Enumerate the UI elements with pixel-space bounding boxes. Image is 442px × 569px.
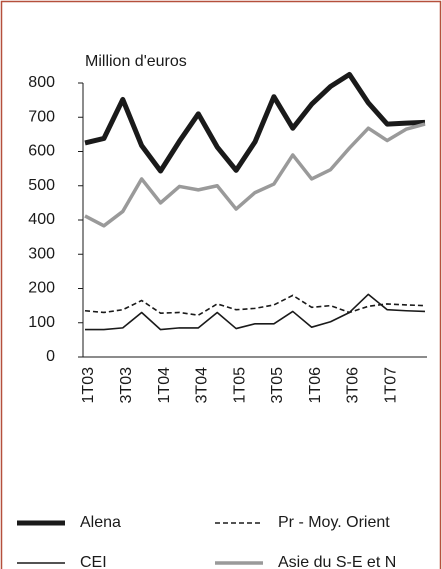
x-tick-label: 1T06 bbox=[307, 367, 324, 404]
x-tick-label: 3T03 bbox=[118, 367, 135, 404]
y-tick-label: 100 bbox=[28, 314, 55, 331]
x-tick-label: 1T03 bbox=[80, 367, 97, 404]
y-tick-label: 600 bbox=[28, 143, 55, 160]
x-tick-label: 3T04 bbox=[194, 367, 211, 404]
x-tick-label: 1T05 bbox=[231, 367, 248, 404]
y-tick-label: 300 bbox=[28, 245, 55, 262]
x-tick-label: 3T05 bbox=[269, 367, 286, 404]
series-line bbox=[85, 293, 426, 331]
y-tick-label: 400 bbox=[28, 211, 55, 228]
y-tick-label: 800 bbox=[28, 74, 55, 91]
legend-label: Asie du S-E et N bbox=[278, 554, 396, 569]
legend-label: Alena bbox=[80, 514, 121, 531]
series-line bbox=[84, 122, 426, 228]
x-tick-label: 1T07 bbox=[382, 367, 399, 404]
series-line bbox=[84, 71, 426, 174]
chart-title: Million d'euros bbox=[85, 53, 187, 70]
x-tick-label: 3T06 bbox=[345, 367, 362, 404]
legend-label: Pr - Moy. Orient bbox=[278, 514, 390, 531]
y-tick-label: 500 bbox=[28, 177, 55, 194]
y-tick-label: 0 bbox=[46, 348, 55, 365]
series-line bbox=[84, 294, 426, 317]
x-tick-label: 1T04 bbox=[156, 367, 173, 404]
legend-label: CEI bbox=[80, 554, 107, 569]
y-tick-label: 700 bbox=[28, 108, 55, 125]
y-tick-label: 200 bbox=[28, 280, 55, 297]
